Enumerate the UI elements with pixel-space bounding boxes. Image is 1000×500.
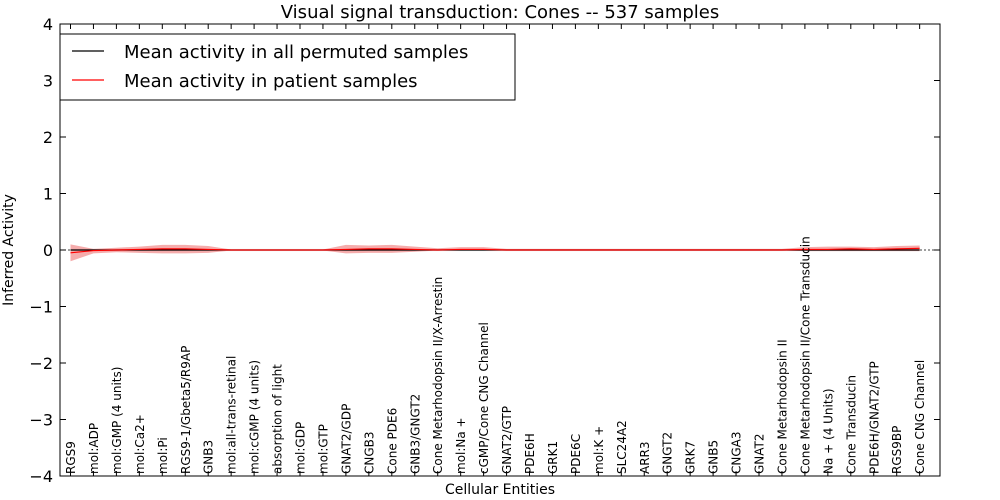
x-tick-label: Cone CNG Channel	[913, 360, 927, 474]
y-tick-label: 3	[43, 72, 53, 91]
x-tick-label: GRK7	[684, 441, 698, 474]
x-tick-label: RGS9BP	[890, 426, 904, 474]
x-tick-label: GNB3	[202, 440, 216, 474]
x-tick-label: PDE6C	[569, 434, 583, 474]
x-tick-label: PDE6H	[523, 433, 537, 474]
x-tick-label: GNGT2	[661, 432, 675, 474]
x-tick-label: ARR3	[638, 441, 652, 474]
y-tick-label: −2	[29, 354, 53, 373]
legend-box	[59, 33, 516, 101]
legend-label-patient: Mean activity in patient samples	[124, 71, 418, 92]
series-line-patient	[70, 247, 920, 254]
x-tick-label: mol:GDP	[294, 422, 308, 474]
x-tick-label: Cone Metarhodopsin II	[775, 339, 789, 474]
x-tick-label: mol:Na +	[454, 417, 468, 474]
x-tick-label: GNAT2	[753, 433, 767, 474]
x-tick-label: absorption of light	[271, 364, 285, 474]
y-tick-label: −3	[29, 411, 53, 430]
y-axis: −4 −3 −2 −1 0 1 2 3 4	[29, 15, 940, 486]
x-tick-label: SLC24A2	[615, 420, 629, 474]
x-tick-label: CNGA3	[730, 432, 744, 475]
x-axis: RGS9 mol:ADP mol:GMP (4 units) mol:Ca2+ mol:…	[64, 24, 927, 476]
y-tick-label: 2	[43, 128, 53, 147]
plot-area	[60, 244, 940, 262]
x-tick-label: mol:K +	[592, 426, 606, 474]
x-tick-label: GNB5	[707, 440, 721, 474]
x-tick-label: cGMP/Cone CNG Channel	[477, 322, 491, 474]
x-tick-label: Na + (4 Units)	[821, 388, 835, 474]
band-patient	[70, 244, 920, 262]
chart-title: Visual signal transduction: Cones -- 537…	[281, 2, 719, 23]
y-tick-label: 1	[43, 185, 53, 204]
x-tick-label: mol:ADP	[87, 423, 101, 474]
x-tick-label: mol:all-trans-retinal	[225, 356, 239, 474]
y-axis-label: Inferred Activity	[1, 194, 17, 306]
x-tick-label: GNAT2/GDP	[339, 404, 353, 474]
x-tick-label: Cone PDE6	[385, 408, 399, 474]
y-tick-label: −4	[29, 467, 53, 486]
x-tick-label: mol:Ca2+	[133, 414, 147, 474]
y-tick-label: 4	[43, 15, 53, 34]
x-tick-label: RGS9	[64, 441, 78, 474]
x-tick-label: GNAT2/GTP	[500, 406, 514, 474]
x-tick-label: GNB3/GNGT2	[408, 394, 422, 474]
y-tick-label: −1	[29, 298, 53, 317]
x-tick-label: mol:GMP (4 units)	[110, 367, 124, 474]
y-tick-label: 0	[43, 241, 53, 260]
x-tick-label: CNGB3	[362, 431, 376, 474]
x-tick-label: mol:cGMP (4 units)	[248, 360, 262, 474]
x-axis-label: Cellular Entities	[445, 482, 555, 498]
x-tick-label: GRK1	[546, 441, 560, 474]
x-tick-label: Cone Metarhodopsin II/Cone Transducin	[798, 236, 812, 474]
legend-label-permuted: Mean activity in all permuted samples	[124, 42, 468, 63]
legend: Mean activity in all permuted samples Me…	[59, 33, 516, 101]
x-tick-label: RGS9-1/Gbeta5/R9AP	[179, 346, 193, 474]
x-tick-label: mol:GTP	[316, 424, 330, 474]
x-tick-label: Cone Transducin	[844, 375, 858, 474]
x-tick-label: Cone Metarhodopsin II/X-Arrestin	[431, 277, 445, 474]
x-tick-label: mol:Pi	[156, 437, 170, 474]
x-tick-label: PDE6H/GNAT2/GTP	[867, 361, 881, 474]
